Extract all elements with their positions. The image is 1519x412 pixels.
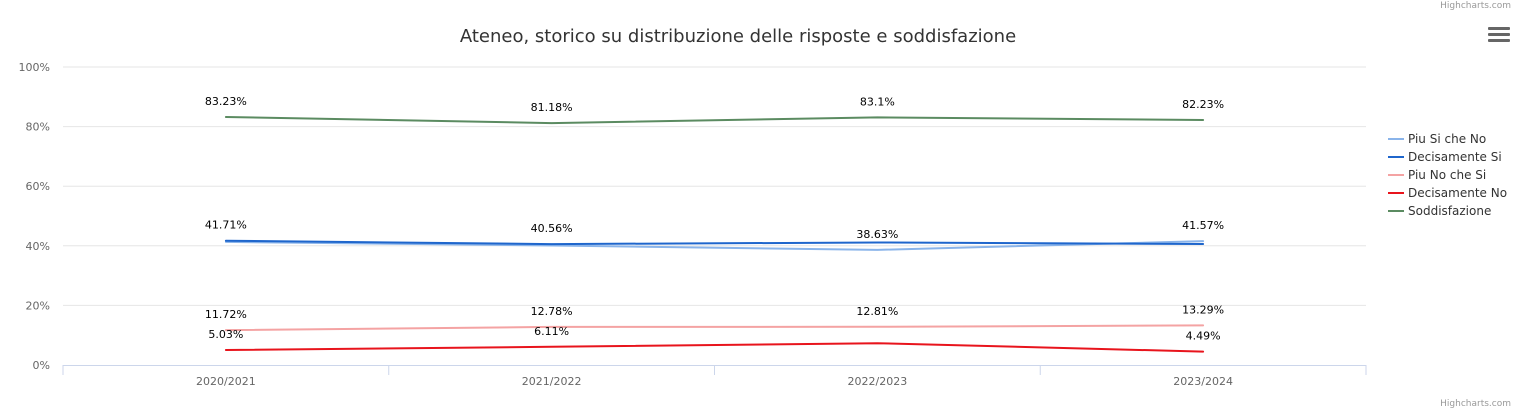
legend-item[interactable]: Piu No che Si xyxy=(1388,168,1486,182)
data-label: 81.18% xyxy=(531,101,573,114)
legend-item[interactable]: Decisamente No xyxy=(1388,186,1507,200)
data-label: 13.29% xyxy=(1182,303,1224,316)
data-label: 41.71% xyxy=(205,219,247,232)
chart-title: Ateneo, storico su distribuzione delle r… xyxy=(460,26,1016,47)
data-label: 12.81% xyxy=(856,305,898,318)
x-tick-label: 2022/2023 xyxy=(848,375,908,388)
data-label: 83.1% xyxy=(860,95,895,108)
series-line-2[interactable] xyxy=(224,324,1205,332)
y-tick-label: 100% xyxy=(19,61,50,74)
y-tick-label: 60% xyxy=(26,180,50,193)
x-tick-label: 2020/2021 xyxy=(196,375,256,388)
data-label: 38.63% xyxy=(856,228,898,241)
menu-bar xyxy=(1488,27,1510,30)
legend-label: Decisamente No xyxy=(1408,186,1507,200)
menu-bar xyxy=(1488,33,1510,36)
series-line-3[interactable] xyxy=(224,342,1205,353)
y-tick-label: 80% xyxy=(26,121,50,134)
data-label: 12.78% xyxy=(531,305,573,318)
data-label: 6.11% xyxy=(534,325,569,338)
series-line-4[interactable] xyxy=(224,116,1205,125)
menu-bar xyxy=(1488,39,1510,42)
data-label: 5.03% xyxy=(208,328,243,341)
data-label: 40.56% xyxy=(531,222,573,235)
x-tick-label: 2021/2022 xyxy=(522,375,582,388)
axes: 0% 20% 40% 60% 80% 100% 2020/2021 2021/2022 2022… xyxy=(19,61,1367,388)
data-label: 82.23% xyxy=(1182,98,1224,111)
y-tick-label: 20% xyxy=(26,299,50,312)
data-label: 41.57% xyxy=(1182,219,1224,232)
data-label: 11.72% xyxy=(205,308,247,321)
legend-label: Soddisfazione xyxy=(1408,204,1491,218)
series-line-0[interactable] xyxy=(224,240,1205,251)
data-label: 83.23% xyxy=(205,95,247,108)
x-tick-label: 2023/2024 xyxy=(1173,375,1233,388)
legend-label: Decisamente Si xyxy=(1408,150,1502,164)
legend-label: Piu No che Si xyxy=(1408,168,1486,182)
series-line-1[interactable] xyxy=(224,239,1205,246)
legend-label: Piu Si che No xyxy=(1408,132,1486,146)
hamburger-menu-icon[interactable] xyxy=(1488,27,1510,45)
legend: Piu Si che No Decisamente Si Piu No che Si… xyxy=(1388,132,1507,218)
y-tick-label: 0% xyxy=(33,359,50,372)
series-lines xyxy=(224,116,1205,353)
credit-bottom[interactable]: Highcharts.com xyxy=(1440,399,1511,409)
legend-item[interactable]: Decisamente Si xyxy=(1388,150,1502,164)
grid xyxy=(63,66,1366,306)
data-labels: 38.63% 41.57% 41.71% 40.56% 11.72% 12.78% 12.8… xyxy=(205,95,1224,343)
legend-item[interactable]: Piu Si che No xyxy=(1388,132,1486,146)
legend-item[interactable]: Soddisfazione xyxy=(1388,204,1491,218)
data-label: 4.49% xyxy=(1186,330,1221,343)
credit-top[interactable]: Highcharts.com xyxy=(1440,1,1511,11)
y-tick-label: 40% xyxy=(26,240,50,253)
